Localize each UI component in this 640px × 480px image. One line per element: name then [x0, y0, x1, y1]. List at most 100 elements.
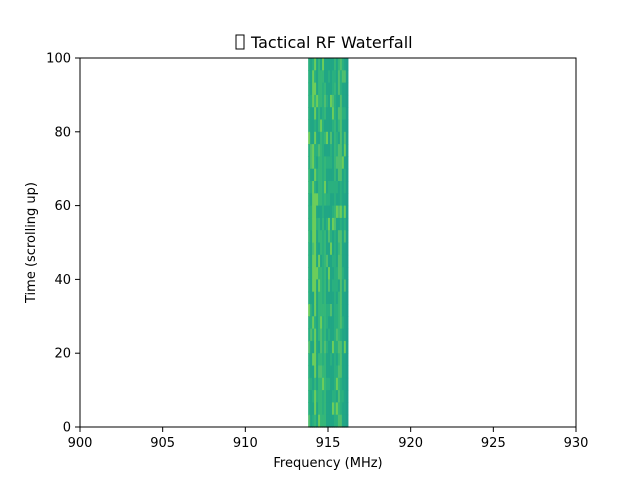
heatmap-cell [312, 156, 315, 170]
heatmap-cell [318, 328, 321, 342]
heatmap-cell [318, 254, 321, 268]
heatmap-cell [326, 168, 329, 182]
heatmap-cell [310, 316, 313, 330]
heatmap-cell [312, 181, 315, 194]
heatmap-cell [322, 353, 325, 367]
heatmap-cell [335, 119, 339, 133]
heatmap-cell [316, 181, 319, 194]
heatmap-cell [310, 70, 313, 84]
heatmap-cell [308, 181, 311, 194]
heatmap-cell [310, 267, 313, 280]
heatmap-cell [326, 402, 329, 416]
heatmap-cell [318, 390, 321, 403]
heatmap-cell [320, 353, 323, 367]
heatmap-cell [331, 217, 335, 231]
heatmap-cell [314, 390, 317, 403]
heatmap-cell [324, 254, 327, 268]
heatmap-cell [343, 414, 347, 428]
heatmap-cell [343, 205, 347, 219]
heatmap-cell [331, 267, 335, 280]
heatmap-cell [320, 193, 323, 207]
heatmap-cell [322, 70, 325, 84]
heatmap-cell [339, 82, 343, 96]
heatmap-cell [314, 340, 317, 354]
heatmap-cell [333, 181, 337, 194]
heatmap-cell [308, 377, 311, 391]
heatmap-cell [320, 377, 323, 391]
heatmap-cell [316, 377, 319, 391]
heatmap-cell [335, 279, 339, 293]
heatmap-cell [329, 94, 333, 108]
heatmap-cell [318, 82, 321, 96]
heatmap-cell [318, 119, 321, 133]
heatmap-cell [308, 328, 311, 342]
heatmap-cell [322, 58, 325, 71]
heatmap-cell [328, 168, 331, 182]
heatmap-cell [314, 181, 317, 194]
heatmap-cell [331, 390, 335, 403]
heatmap-cell [345, 131, 349, 145]
heatmap-cell [316, 131, 319, 145]
heatmap-cell [322, 254, 325, 268]
heatmap-cell [329, 267, 333, 280]
heatmap-cell [337, 414, 341, 428]
heatmap-cell [341, 131, 345, 145]
heatmap-cell [345, 230, 349, 244]
heatmap-cell [333, 131, 337, 145]
heatmap-cell [335, 353, 339, 367]
heatmap-cell [312, 230, 315, 244]
heatmap-cell [328, 304, 331, 317]
heatmap-cell [326, 156, 329, 170]
heatmap-cell [328, 107, 331, 121]
heatmap-cell [335, 144, 339, 157]
heatmap-cell [343, 304, 347, 317]
heatmap-cell [314, 82, 317, 96]
heatmap-cell [335, 82, 339, 96]
heatmap-cell [316, 156, 319, 170]
heatmap-cell [339, 205, 343, 219]
heatmap-cell [316, 267, 319, 280]
heatmap-cell [314, 254, 317, 268]
heatmap-cell [322, 94, 325, 108]
heatmap-cell [324, 119, 327, 133]
heatmap-cell [326, 242, 329, 256]
heatmap-cell [310, 131, 313, 145]
heatmap-cell [333, 58, 337, 71]
heatmap-cell [329, 316, 333, 330]
heatmap-cell [320, 230, 323, 244]
heatmap-cell [322, 168, 325, 182]
heatmap-cell [312, 58, 315, 71]
heatmap-cell [343, 58, 347, 71]
heatmap-cell [318, 230, 321, 244]
heatmap-cell [331, 168, 335, 182]
heatmap-cell [312, 70, 315, 84]
heatmap-cell [339, 70, 343, 84]
heatmap-cell [320, 340, 323, 354]
heatmap-cell [314, 119, 317, 133]
heatmap-cell [308, 70, 311, 84]
y-tick-label: 100 [46, 52, 71, 67]
heatmap-cell [343, 82, 347, 96]
heatmap-cell [318, 205, 321, 219]
heatmap-cell [316, 70, 319, 84]
heatmap-cell [312, 107, 315, 121]
heatmap-cell [314, 267, 317, 280]
heatmap-cell [322, 131, 325, 145]
heatmap-cell [320, 82, 323, 96]
heatmap-cell [343, 316, 347, 330]
heatmap-cell [326, 131, 329, 145]
heatmap-cell [341, 168, 345, 182]
heatmap-cell [316, 390, 319, 403]
heatmap-cell [308, 316, 311, 330]
heatmap-cell [345, 58, 349, 71]
x-tick-label: 900 [68, 436, 93, 451]
heatmap-cell [329, 390, 333, 403]
heatmap-cell [324, 70, 327, 84]
heatmap-cell [310, 217, 313, 231]
heatmap-cell [333, 353, 337, 367]
heatmap-cell [329, 58, 333, 71]
heatmap-cell [322, 242, 325, 256]
heatmap-cell [322, 304, 325, 317]
heatmap-cell [341, 181, 345, 194]
heatmap-cell [333, 144, 337, 157]
